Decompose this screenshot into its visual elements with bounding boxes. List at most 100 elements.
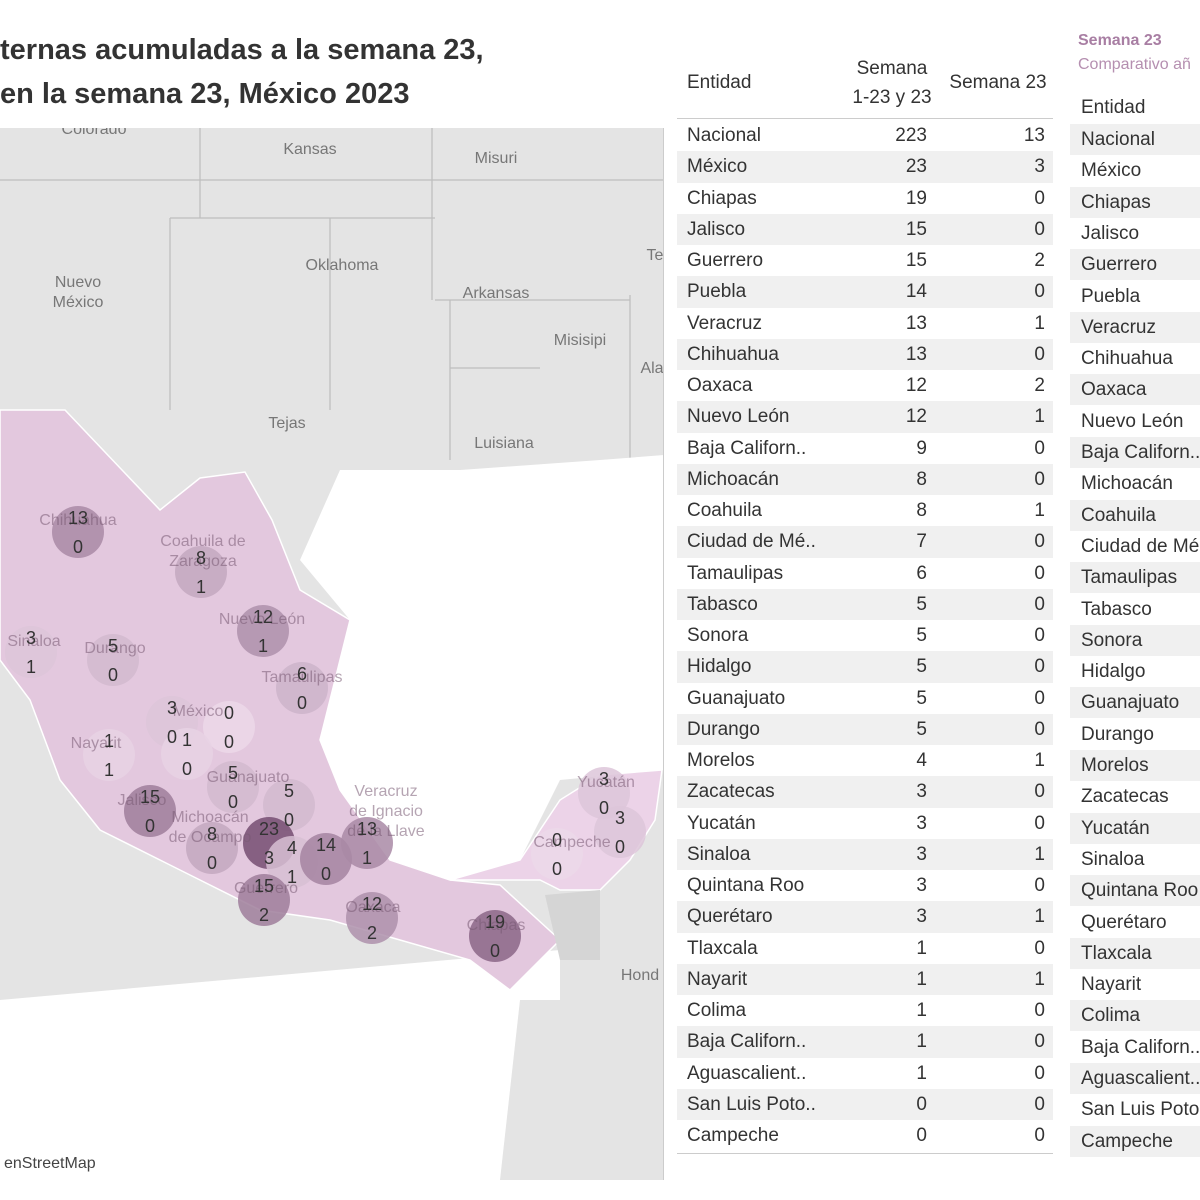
row-stripe [1070, 124, 1200, 155]
week-count: 0 [1034, 531, 1045, 553]
state-total: 1 [182, 730, 192, 750]
row-stripe [677, 838, 1053, 870]
entity-name: Chihuahua [1081, 348, 1173, 370]
place-label: Nayarit [71, 735, 122, 752]
place-label: Michoacán de Ocampo [169, 809, 252, 846]
week-count: 1 [1034, 312, 1045, 334]
state-shape [531, 828, 583, 880]
place-label: Yucatán [577, 774, 635, 791]
cumulative-count: 5 [916, 625, 927, 646]
state-week: 0 [615, 837, 625, 857]
row-stripe [677, 588, 1053, 620]
row-stripe [677, 713, 1053, 745]
week-count: 13 [1023, 125, 1045, 146]
week-count: 2 [1034, 375, 1045, 396]
state-total: 13 [357, 819, 377, 839]
week-count: 1 [1034, 750, 1045, 771]
neighbor [545, 890, 600, 960]
state-total: 5 [284, 781, 294, 801]
place-label: Te [647, 247, 664, 264]
entity-name: Sonora [687, 625, 749, 646]
week-count: 0 [1034, 625, 1045, 646]
cumulative-count: 12 [905, 375, 927, 396]
cumulative-count: 1 [916, 1000, 927, 1021]
cumulative-count: 1 [916, 968, 927, 990]
week-count: 0 [1034, 687, 1045, 709]
state-total: 15 [140, 787, 160, 807]
state-shape [594, 806, 646, 858]
week-count: 0 [1034, 562, 1045, 584]
state-shape [238, 874, 290, 926]
entity-name: Quintana Roo [1081, 880, 1199, 902]
place-label: Arkansas [463, 285, 530, 302]
entity-name: Chiapas [1081, 191, 1151, 213]
entity-name: Campeche [1081, 1130, 1173, 1152]
row-stripe [1070, 687, 1200, 719]
cumulative-count: 8 [916, 468, 927, 490]
row-stripe [1070, 750, 1200, 781]
cumulative-count: 13 [905, 312, 927, 334]
entity-name: Querétaro [1081, 911, 1167, 933]
week-count: 2 [1034, 250, 1045, 271]
cumulative-count: 13 [905, 343, 927, 365]
row-stripe [677, 276, 1053, 308]
cumulative-count: 4 [916, 750, 927, 771]
cumulative-count: 5 [916, 718, 927, 740]
state-week: 0 [182, 759, 192, 779]
cumulative-count: 1 [916, 937, 927, 959]
state-week: 1 [362, 848, 372, 868]
place-label: Coahuila de Zaragoza [160, 533, 246, 570]
row-stripe [1070, 812, 1200, 844]
entity-name: Michoacán [1081, 473, 1173, 495]
week-count: 0 [1034, 1031, 1045, 1053]
entity-name: Baja Californ.. [1081, 442, 1200, 463]
state-shape [5, 626, 57, 678]
state-week: 0 [108, 665, 118, 685]
state-week: 1 [26, 657, 36, 677]
row-stripe [677, 776, 1053, 808]
row-stripe [1070, 937, 1200, 969]
cumulative-count: 15 [905, 250, 927, 271]
entity-name: Morelos [1081, 755, 1149, 776]
cumulative-count: 12 [905, 406, 927, 428]
row-stripe [1070, 1000, 1200, 1032]
state-shape [469, 910, 521, 962]
entity-name: Zacatecas [687, 781, 775, 803]
header-rule [677, 118, 1053, 119]
state-shape [83, 729, 135, 781]
cumulative-count: 23 [905, 156, 927, 178]
state-shape [237, 605, 289, 657]
state-total: 5 [108, 636, 118, 656]
entity-name: Morelos [687, 750, 755, 771]
cumulative-count: 14 [905, 281, 927, 303]
state-week: 0 [490, 941, 500, 961]
state-total: 14 [316, 835, 336, 855]
entity-name: Oaxaca [1081, 379, 1147, 401]
state-week: 0 [599, 798, 609, 818]
entity-name: Puebla [687, 281, 747, 303]
entity-name: Guanajuato [1081, 692, 1180, 714]
row-stripe [1070, 249, 1200, 281]
entity-name: Colima [1081, 1005, 1141, 1027]
state-total: 12 [253, 607, 273, 627]
state-total: 13 [68, 508, 88, 528]
state-week: 0 [73, 537, 83, 557]
entity-name: Yucatán [1081, 817, 1150, 839]
entity-name: Zacatecas [1081, 786, 1169, 808]
row-stripe [677, 526, 1053, 558]
state-shape [300, 833, 352, 885]
state-week: 0 [145, 816, 155, 836]
entity-name: Tlaxcala [687, 937, 758, 959]
column-header: Entidad [1081, 97, 1146, 118]
state-total: 19 [485, 912, 505, 932]
entity-name: Tlaxcala [1081, 942, 1152, 964]
place-label: Chihuahua [39, 512, 117, 529]
state-total: 5 [228, 763, 238, 783]
place-label: Guanajuato [207, 769, 290, 786]
place-label: Oaxaca [345, 899, 400, 916]
entity-name: Guanajuato [687, 687, 786, 709]
week-count: 0 [1034, 593, 1045, 615]
week-count: 1 [1034, 968, 1045, 990]
place-label: Ala [640, 360, 663, 377]
